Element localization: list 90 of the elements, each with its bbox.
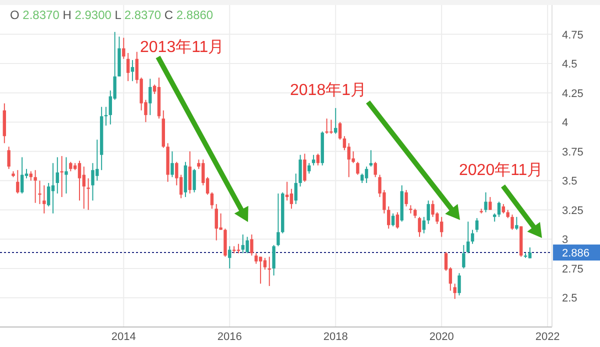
y-tick-label: 4.25: [562, 88, 584, 100]
candlestick: [29, 170, 33, 182]
candlestick: [316, 153, 320, 166]
candlestick: [38, 180, 42, 205]
candlestick: [126, 52, 130, 82]
candlestick: [374, 161, 377, 178]
candlestick: [298, 154, 302, 187]
candlestick: [254, 252, 258, 264]
candlestick: [426, 200, 430, 224]
x-tick-label: 2018: [323, 331, 348, 343]
candlestick: [418, 216, 422, 238]
candlestick: [484, 192, 488, 213]
candlestick: [246, 236, 249, 254]
candlestick: [470, 229, 474, 244]
x-tick-label: 2014: [111, 331, 136, 343]
candlestick: [78, 160, 82, 202]
candlestick: [458, 272, 461, 296]
annotation: 2013年11月: [140, 39, 224, 56]
candlestick: [422, 216, 426, 234]
candlestick: [475, 218, 479, 233]
candlestick: [497, 201, 501, 218]
candlestick: [308, 162, 311, 174]
annotation: O 2.8370 H 2.9300 L 2.8370 C 2.8860: [10, 8, 214, 22]
candlestick: [414, 208, 417, 219]
candlestick: [258, 256, 262, 284]
candlestick: [170, 150, 174, 178]
candlestick: [122, 37, 126, 60]
candlestick: [236, 243, 240, 254]
candlestick: [290, 188, 294, 210]
candlestick: [285, 181, 289, 202]
y-tick-label: 2.75: [562, 263, 584, 276]
y-tick-label: 4.5: [562, 58, 578, 71]
candlestick: [294, 173, 298, 205]
candlestick: [515, 216, 518, 230]
candlestick: [42, 184, 46, 214]
candlestick: [56, 156, 60, 194]
candlestick: [528, 246, 532, 259]
candlestick: [369, 150, 373, 168]
candlestick: [192, 168, 196, 193]
annotation: 2020年11月: [459, 162, 544, 179]
candlestick: [391, 212, 395, 227]
x-tick-label: 2016: [217, 331, 242, 343]
candlestick: [86, 178, 90, 210]
y-tick-label: 3: [562, 234, 568, 246]
candlestick: [188, 150, 192, 194]
candlestick: [466, 221, 470, 254]
annotation: 2018年1月: [290, 82, 366, 99]
candlestick: [334, 108, 338, 134]
candlestick: [364, 166, 368, 184]
y-tick-label: 3.5: [562, 176, 578, 188]
y-tick-label: 4: [562, 117, 568, 130]
candlestick: [228, 246, 232, 269]
candlestick: [64, 156, 68, 194]
y-tick-label: 3.75: [562, 146, 584, 158]
candlestick: [272, 244, 276, 276]
candlestick: [396, 212, 400, 230]
candlestick: [20, 156, 24, 194]
candlestick: [488, 196, 492, 210]
y-tick-label: 3.25: [562, 204, 584, 217]
candlestick: [60, 156, 64, 198]
x-tick-label: 2022: [535, 331, 560, 343]
y-tick-label: 2.5: [562, 292, 578, 305]
candlestick: [46, 182, 50, 207]
candlestick: [453, 283, 456, 300]
candlestick: [69, 161, 72, 172]
candlestick: [34, 170, 37, 204]
candlestick: [276, 193, 280, 247]
candlestick: [303, 153, 306, 182]
candlestick: [219, 212, 222, 230]
candlestick: [338, 122, 342, 140]
y-tick-label: 4.75: [562, 29, 584, 42]
candlestick: [7, 146, 10, 170]
candlestick: [263, 257, 267, 270]
candlestick: [387, 206, 390, 230]
candlestick: [356, 161, 360, 176]
candlestick: [510, 214, 514, 230]
candlestick: [210, 192, 214, 210]
candlestick: [130, 60, 134, 82]
candlestick: [462, 244, 466, 269]
candlestick: [148, 78, 152, 116]
candlestick: [404, 190, 408, 207]
candlestick: [312, 154, 316, 166]
candlestick: [352, 150, 355, 164]
candlestick: [16, 170, 20, 194]
x-tick-label: 2020: [429, 331, 454, 343]
candlestick: [250, 234, 254, 256]
candlestick: [502, 204, 506, 214]
candlestick: [440, 216, 444, 238]
ref-line-label: 2.886: [562, 248, 590, 260]
candlestick: [82, 166, 86, 210]
